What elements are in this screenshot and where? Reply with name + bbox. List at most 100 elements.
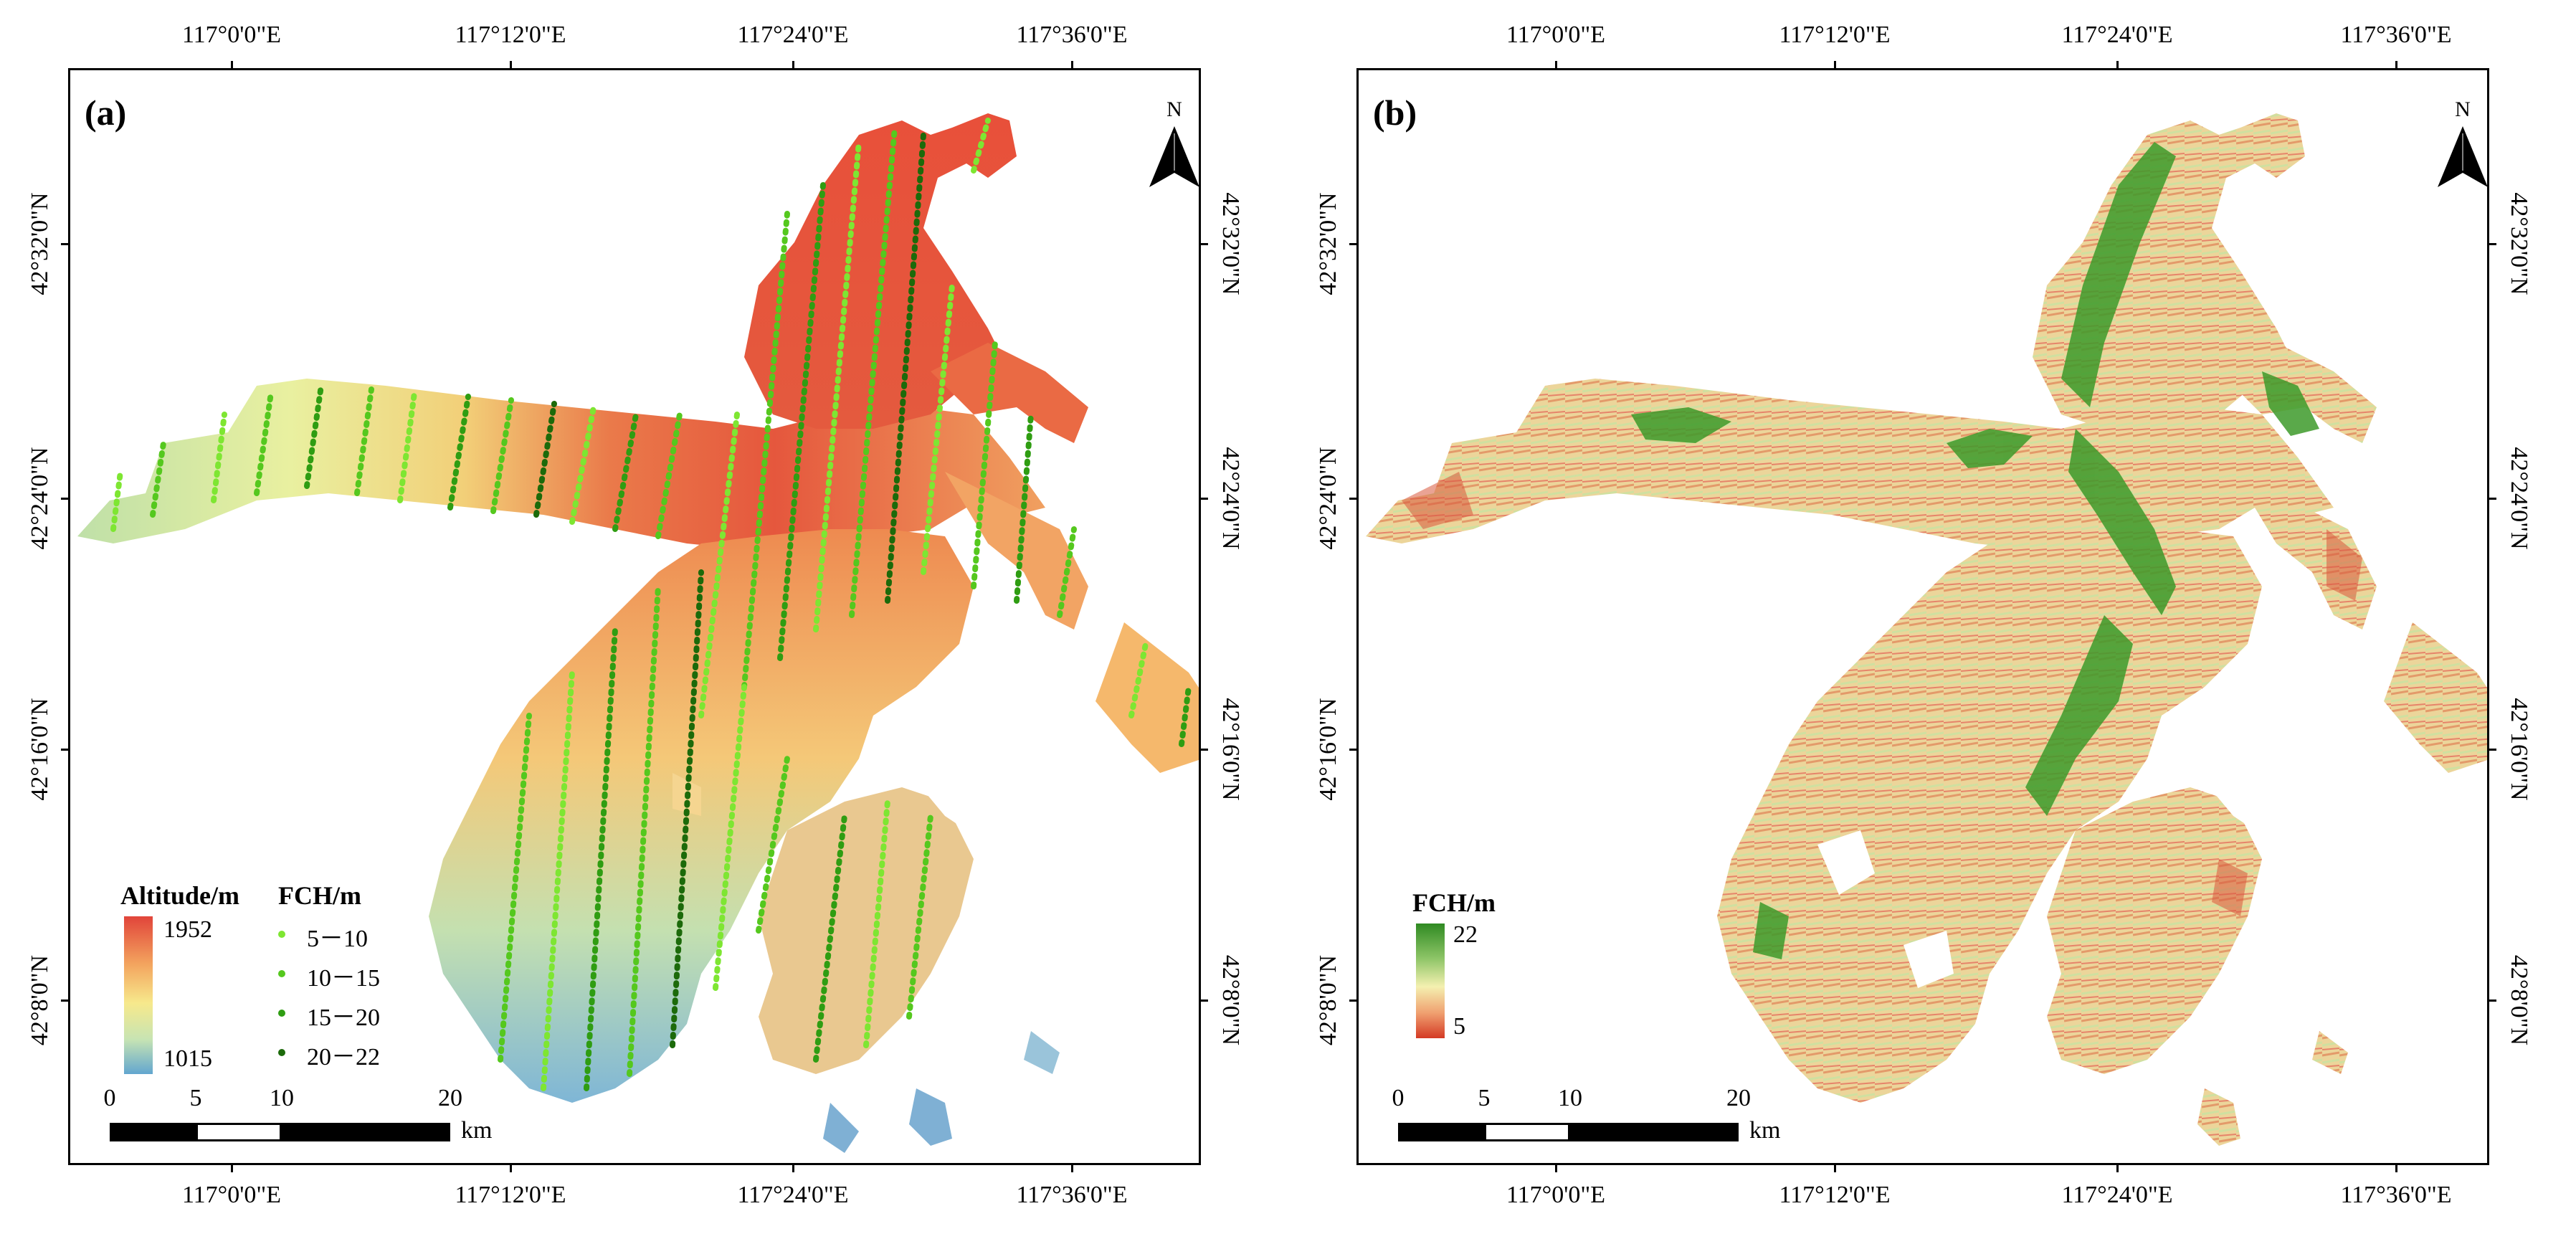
lat-tick-left: 42°16'0"N bbox=[1315, 698, 1341, 801]
tick-mark bbox=[1201, 1000, 1208, 1002]
lon-tick-top: 117°12'0"E bbox=[1779, 22, 1891, 48]
lat-tick-left: 42°32'0"N bbox=[27, 192, 53, 295]
region-south-tip bbox=[2312, 1031, 2348, 1074]
tick-mark bbox=[792, 61, 794, 68]
tick-mark bbox=[2395, 1165, 2397, 1172]
altitude-max-label: 1952 bbox=[163, 916, 212, 943]
fch-class-label: 5－10 bbox=[307, 926, 368, 952]
lon-tick-bottom: 117°0'0"E bbox=[181, 1182, 282, 1208]
tick-mark bbox=[2489, 749, 2496, 751]
tick-mark bbox=[792, 1165, 794, 1172]
tick-mark bbox=[61, 498, 68, 500]
tick-mark bbox=[2116, 61, 2119, 68]
region-south-east bbox=[2047, 787, 2262, 1074]
tick-mark bbox=[2489, 1000, 2496, 1002]
tick-mark bbox=[1349, 243, 1356, 245]
tick-mark bbox=[1834, 61, 1836, 68]
altitude-color-ramp bbox=[124, 916, 153, 1074]
fch-min-label: 5 bbox=[1453, 1013, 1465, 1040]
lat-tick-left: 42°24'0"N bbox=[1315, 447, 1341, 550]
fch-class-dot bbox=[278, 1010, 285, 1017]
lon-tick-bottom: 117°12'0"E bbox=[1779, 1182, 1891, 1208]
lat-tick-right: 42°16'0"N bbox=[1217, 698, 1244, 801]
lat-tick-left: 42°8'0"N bbox=[1315, 954, 1341, 1046]
lon-tick-bottom: 117°24'0"E bbox=[737, 1182, 849, 1208]
study-area-fch-map bbox=[1366, 113, 2487, 1146]
altitude-legend-title: Altitude/m bbox=[120, 881, 239, 910]
lon-tick-bottom: 117°24'0"E bbox=[2061, 1182, 2173, 1208]
scale-bar-segment bbox=[1398, 1123, 1484, 1141]
lon-tick-top: 117°0'0"E bbox=[1506, 22, 1606, 48]
fch-legend-title: FCH/m bbox=[1412, 888, 1496, 917]
region-south-tip bbox=[1024, 1031, 1060, 1074]
fch-max-label: 22 bbox=[1453, 921, 1478, 948]
tick-mark bbox=[1555, 61, 1557, 68]
tick-mark bbox=[61, 749, 68, 751]
panel-b-fch-map: 117°0'0"E 117°12'0"E 117°24'0"E 117°36'0… bbox=[1288, 0, 2576, 1244]
region-gap bbox=[909, 687, 1017, 845]
panel-a-altitude-map: 117°0'0"E 117°12'0"E 117°24'0"E 117°36'0… bbox=[27, 22, 1244, 1208]
region-gap bbox=[1817, 830, 1875, 895]
tick-mark bbox=[1555, 1165, 1557, 1172]
region-south-tip bbox=[823, 1103, 859, 1153]
tick-mark bbox=[1201, 498, 1208, 500]
lon-tick-top: 117°36'0"E bbox=[1016, 22, 1128, 48]
fch-class-label: 15－20 bbox=[307, 1005, 380, 1031]
lon-tick-bottom: 117°36'0"E bbox=[1016, 1182, 1128, 1208]
fch-class-label: 20－22 bbox=[307, 1044, 380, 1070]
fch-sample-transects bbox=[110, 118, 1192, 1091]
north-label: N bbox=[1166, 98, 1182, 121]
lat-tick-right: 42°16'0"N bbox=[2506, 698, 2532, 801]
panel-label: (b) bbox=[1373, 92, 1417, 133]
panel-label: (a) bbox=[85, 92, 127, 133]
region-gap bbox=[1904, 931, 1954, 988]
tick-mark bbox=[2489, 243, 2496, 245]
lat-tick-left: 42°16'0"N bbox=[27, 698, 53, 801]
altitude-min-label: 1015 bbox=[163, 1045, 212, 1072]
scale-label: 20 bbox=[438, 1085, 462, 1111]
scale-label: 20 bbox=[1726, 1085, 1751, 1111]
lon-tick-bottom: 117°12'0"E bbox=[455, 1182, 566, 1208]
map-frame: (b) N FCH/m 22 5 0 5 10 20 bbox=[1356, 68, 2489, 1165]
tick-mark bbox=[510, 61, 512, 68]
lon-tick-top: 117°12'0"E bbox=[455, 22, 566, 48]
fch-legend-title: FCH/m bbox=[278, 881, 361, 910]
region-south-tip bbox=[909, 1088, 952, 1146]
tick-mark bbox=[1071, 1165, 1073, 1172]
fch-class-dot bbox=[278, 1049, 285, 1056]
scale-label: 5 bbox=[189, 1085, 202, 1111]
region-gap bbox=[2197, 687, 2305, 845]
low-fch-zones bbox=[1402, 472, 2362, 916]
fch-class-dot bbox=[278, 931, 285, 938]
scale-label: 0 bbox=[1392, 1085, 1405, 1111]
tick-mark bbox=[1071, 61, 1073, 68]
scale-bar-segment bbox=[1570, 1123, 1739, 1141]
fch-class-label: 10－15 bbox=[307, 965, 380, 992]
tick-mark bbox=[1201, 243, 1208, 245]
lon-tick-top: 117°0'0"E bbox=[181, 22, 282, 48]
scale-label: 10 bbox=[1558, 1085, 1582, 1111]
tick-mark bbox=[1201, 749, 1208, 751]
fch-class-dot bbox=[278, 970, 285, 977]
tick-mark bbox=[231, 1165, 233, 1172]
scale-unit: km bbox=[1749, 1117, 1781, 1144]
tick-mark bbox=[1349, 1000, 1356, 1002]
tick-mark bbox=[1349, 749, 1356, 751]
lat-tick-right: 42°32'0"N bbox=[2506, 192, 2532, 295]
region-east-spur bbox=[2384, 622, 2487, 773]
north-arrow-icon bbox=[2438, 126, 2487, 187]
scale-bar-segment bbox=[282, 1123, 450, 1141]
tick-mark bbox=[2116, 1165, 2119, 1172]
scale-unit: km bbox=[461, 1117, 493, 1144]
lat-tick-right: 42°32'0"N bbox=[1217, 192, 1244, 295]
north-arrow-icon bbox=[1149, 126, 1199, 187]
tick-mark bbox=[61, 243, 68, 245]
tick-mark bbox=[231, 61, 233, 68]
lat-tick-left: 42°8'0"N bbox=[27, 954, 53, 1046]
fch-color-ramp bbox=[1416, 923, 1445, 1038]
scale-label: 5 bbox=[1478, 1085, 1491, 1111]
tick-mark bbox=[1834, 1165, 1836, 1172]
lat-tick-right: 42°8'0"N bbox=[1217, 954, 1244, 1046]
lat-tick-right: 42°8'0"N bbox=[2506, 954, 2532, 1046]
map-frame: (a) N Altitude/m 1952 1015 bbox=[68, 68, 1201, 1165]
